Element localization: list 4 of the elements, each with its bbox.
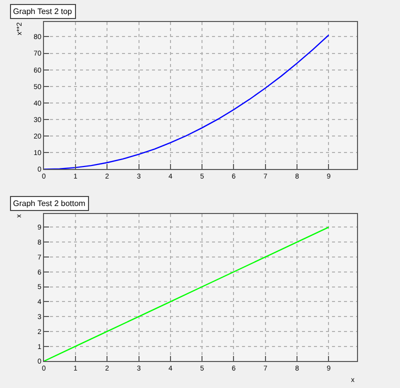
chart-title: Graph Test 2 top (13, 7, 73, 16)
line-series (44, 34, 330, 170)
line-series (44, 226, 330, 362)
chart-title: Graph Test 2 bottom (13, 199, 86, 208)
